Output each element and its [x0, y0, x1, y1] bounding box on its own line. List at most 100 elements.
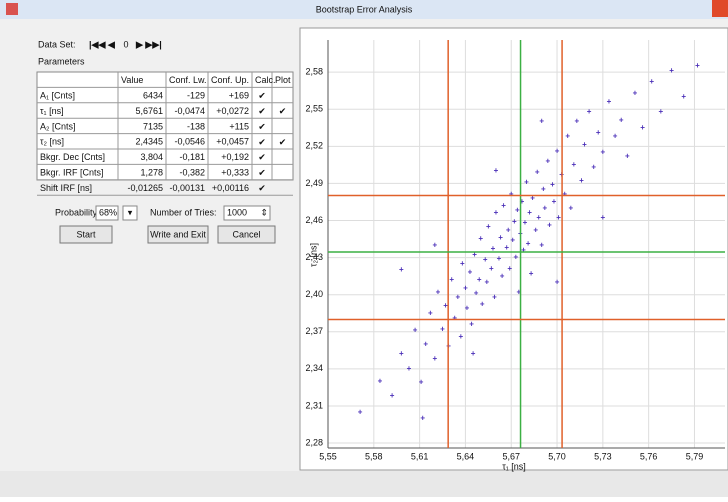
probability-select[interactable]	[95, 205, 119, 221]
point: +	[407, 364, 412, 373]
point: +	[399, 349, 404, 358]
table-cell: -0,0546	[174, 137, 205, 147]
point: +	[501, 201, 506, 210]
point: +	[582, 140, 587, 149]
point: +	[460, 259, 465, 268]
chart-panel	[299, 27, 728, 471]
point: +	[443, 301, 448, 310]
table-cell: +115	[229, 121, 249, 131]
table-cell: ✔	[258, 122, 266, 132]
parameters-label: Parameters	[38, 56, 85, 66]
point: +	[524, 177, 529, 186]
table-cell: -0,0474	[174, 106, 205, 116]
point: +	[509, 190, 514, 199]
point: +	[497, 254, 502, 263]
table-cell: Bkgr. IRF [Cnts]	[40, 167, 104, 177]
table-cell: 1,278	[140, 167, 163, 177]
point: +	[555, 277, 560, 286]
table-cell: 7135	[143, 121, 163, 131]
y-tick-label: 2,52	[305, 141, 323, 151]
close-button[interactable]	[712, 0, 728, 17]
point: +	[625, 151, 630, 160]
point: +	[550, 180, 555, 189]
table-cell: -0,01265	[127, 183, 163, 193]
x-axis-label: τ₁ [ns]	[502, 461, 526, 471]
x-tick-label: 5,61	[411, 451, 429, 461]
point: +	[510, 235, 515, 244]
y-tick-label: 2,28	[305, 437, 323, 447]
x-tick-label: 5,58	[365, 451, 383, 461]
point: +	[468, 268, 473, 277]
button[interactable]	[217, 225, 276, 244]
point: +	[478, 234, 483, 243]
y-tick-label: 2,40	[305, 289, 323, 299]
point: +	[579, 176, 584, 185]
table-cell: 5,6761	[135, 106, 163, 116]
point: +	[649, 77, 654, 86]
table-cell: ✔	[279, 107, 287, 117]
nav-next[interactable]: ▶ ▶▶|	[135, 39, 162, 49]
point: +	[433, 354, 438, 363]
point: +	[452, 313, 457, 322]
point: +	[486, 222, 491, 231]
nav-first[interactable]: |◀◀ ◀	[89, 39, 116, 49]
point: +	[428, 308, 433, 317]
point: +	[477, 275, 482, 284]
status-bar	[0, 471, 728, 497]
table-cell: ✔	[279, 138, 287, 148]
point: +	[483, 255, 488, 264]
point: +	[596, 128, 601, 137]
button[interactable]	[59, 225, 113, 244]
y-tick-label: 2,58	[305, 67, 323, 77]
point: +	[512, 217, 517, 226]
point: +	[613, 132, 618, 141]
probability-arrow[interactable]	[122, 205, 138, 221]
point: +	[536, 213, 541, 222]
point: +	[469, 319, 474, 328]
point: +	[463, 284, 468, 293]
point: +	[500, 271, 505, 280]
point: +	[472, 250, 477, 259]
point: +	[491, 244, 496, 253]
point: +	[492, 292, 497, 301]
point: +	[539, 117, 544, 126]
spin-icon: ⇕	[260, 209, 268, 219]
point: +	[513, 253, 518, 262]
tries-input[interactable]	[223, 205, 271, 221]
point: +	[607, 97, 612, 106]
table-cell: ✔	[258, 92, 266, 102]
point: +	[529, 269, 534, 278]
x-tick-label: 5,79	[686, 451, 704, 461]
probability-label: Probability:	[55, 207, 100, 217]
point: +	[527, 208, 532, 217]
button-label: Start	[76, 229, 96, 239]
table-cell: Value	[121, 75, 143, 85]
point: +	[547, 221, 552, 230]
table-cell: Conf. Up.	[211, 75, 249, 85]
table-cell: -129	[187, 90, 205, 100]
button[interactable]	[147, 225, 209, 244]
table-cell: +0,00116	[212, 183, 249, 193]
y-tick-label: 2,31	[305, 400, 323, 410]
window-title: Bootstrap Error Analysis	[316, 4, 413, 14]
point: +	[459, 332, 464, 341]
point: +	[449, 275, 454, 284]
table-cell: +169	[229, 90, 249, 100]
table-cell: Calc.	[255, 75, 276, 85]
table-cell: -0,382	[179, 167, 205, 177]
point: +	[530, 193, 535, 202]
point: +	[568, 203, 573, 212]
point: +	[562, 190, 567, 199]
point: +	[455, 292, 460, 301]
point: +	[681, 92, 686, 101]
table-cell: ✔	[258, 107, 266, 117]
point: +	[484, 277, 489, 286]
app-icon	[6, 3, 18, 15]
point: +	[523, 218, 528, 227]
title-bar	[0, 0, 728, 19]
point: +	[480, 300, 485, 309]
y-tick-label: 2,49	[305, 178, 323, 188]
table-cell: Conf. Lw.	[169, 75, 207, 85]
probability-value: 68%	[99, 207, 117, 217]
